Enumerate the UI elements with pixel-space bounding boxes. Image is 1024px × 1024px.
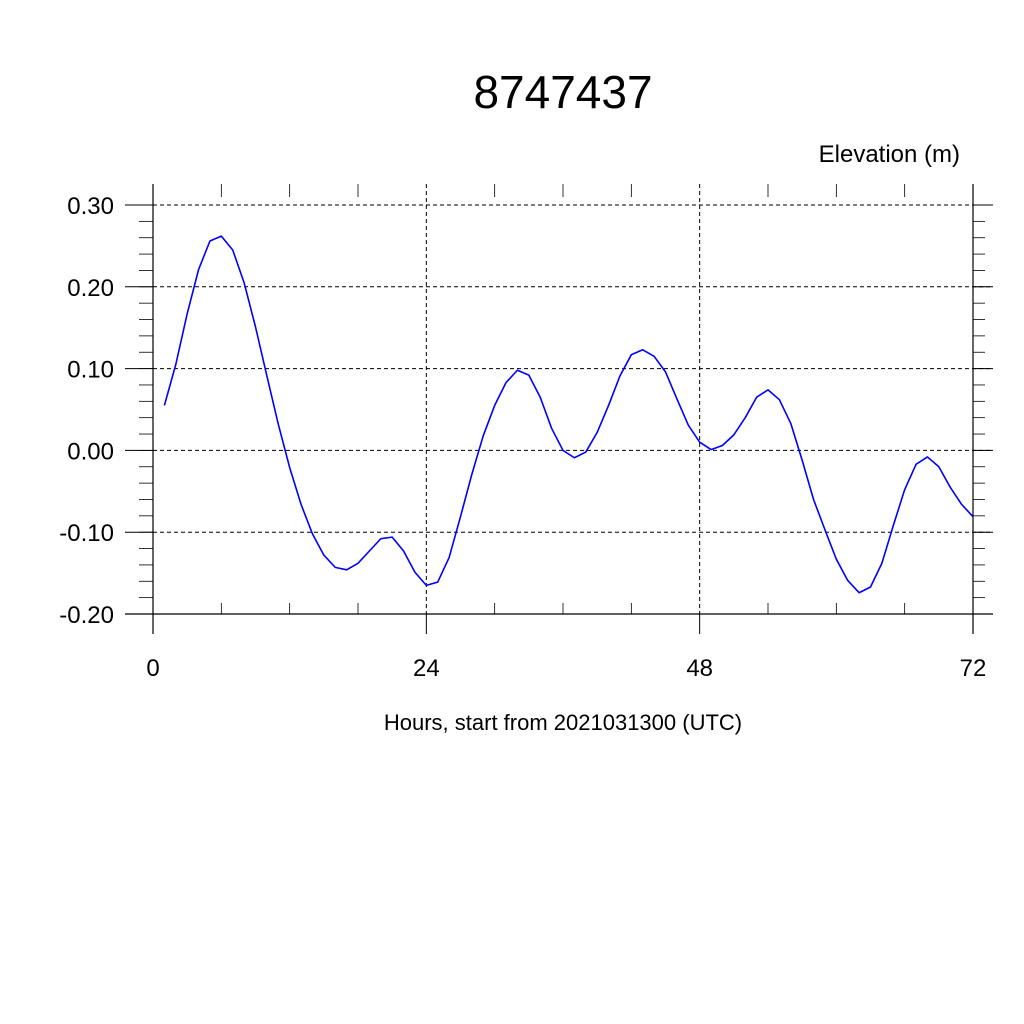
y-tick-label: 0.30 (67, 193, 114, 220)
chart-title: 8747437 (473, 66, 652, 118)
y-axis-unit-label: Elevation (m) (819, 141, 960, 168)
grid-lines (153, 184, 993, 615)
x-tick-label: 72 (960, 655, 987, 682)
axes (125, 184, 993, 634)
series-layer (163, 235, 974, 594)
x-tick-label: 0 (146, 655, 159, 682)
x-tick-label: 48 (686, 655, 713, 682)
x-tick-labels: 0 24 48 72 (146, 655, 986, 682)
x-tick-label: 24 (413, 655, 440, 682)
y-tick-label: 0.20 (67, 275, 114, 302)
x-axis-label: Hours, start from 2021031300 (UTC) (384, 710, 742, 735)
y-tick-label: -0.20 (59, 602, 114, 629)
y-tick-label: 0.00 (67, 438, 114, 465)
y-tick-labels: -0.20 -0.10 0.00 0.10 0.20 0.30 (59, 193, 114, 629)
series-line (163, 235, 974, 594)
y-tick-label: -0.10 (59, 520, 114, 547)
y-tick-label: 0.10 (67, 357, 114, 384)
tick-marks (125, 184, 993, 634)
